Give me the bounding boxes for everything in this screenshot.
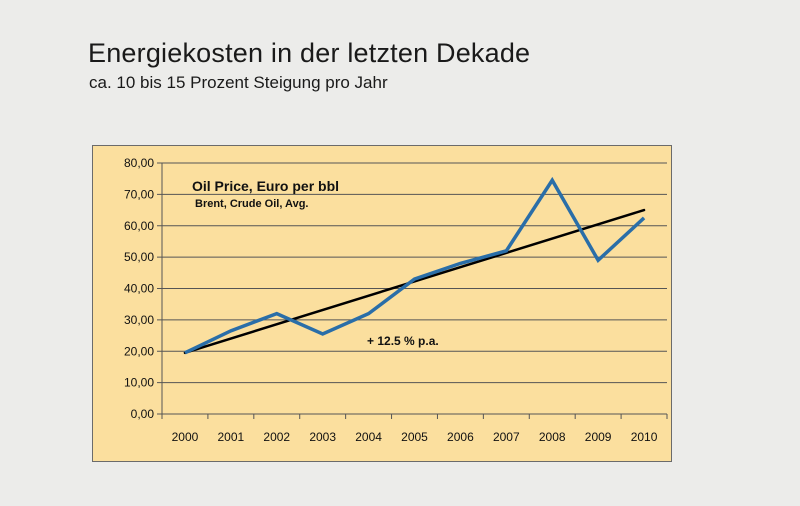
- x-tick-label: 2010: [631, 430, 658, 444]
- chart-subtitle: Brent, Crude Oil, Avg.: [195, 198, 308, 210]
- y-tick-label: 10,00: [124, 376, 154, 390]
- x-tick-label: 2002: [263, 430, 290, 444]
- trend-annotation: + 12.5 % p.a.: [367, 334, 439, 348]
- y-tick-label: 30,00: [124, 313, 154, 327]
- y-tick-label: 40,00: [124, 282, 154, 296]
- trend-line: [183, 208, 646, 355]
- chart-panel: 0,00 10,00 20,00 30,00 40,00 50,00 60,00 70,00 8…: [92, 145, 672, 462]
- page-subtitle: ca. 10 bis 15 Prozent Steigung pro Jahr: [89, 73, 388, 92]
- x-tick-label: 2009: [585, 430, 612, 444]
- x-tick-label: 2000: [172, 430, 199, 444]
- y-tick-label: 80,00: [124, 156, 154, 170]
- x-tick-label: 2007: [493, 430, 520, 444]
- x-tick-label: 2004: [355, 430, 382, 444]
- y-tick-label: 0,00: [131, 407, 155, 421]
- chart-title: Oil Price, Euro per bbl: [192, 178, 339, 194]
- y-tick-label: 50,00: [124, 250, 154, 264]
- oil-price-chart: 0,00 10,00 20,00 30,00 40,00 50,00 60,00 70,00 8…: [124, 156, 668, 444]
- y-tick-label: 60,00: [124, 219, 154, 233]
- y-tick-label: 20,00: [124, 344, 154, 358]
- y-tick-label: 70,00: [124, 187, 154, 201]
- x-tick-label: 2006: [447, 430, 474, 444]
- x-tick-label: 2001: [218, 430, 245, 444]
- x-tick-label: 2008: [539, 430, 566, 444]
- page-title: Energiekosten in der letzten Dekade: [88, 38, 531, 68]
- x-tick-label: 2003: [309, 430, 336, 444]
- x-tick-label: 2005: [401, 430, 428, 444]
